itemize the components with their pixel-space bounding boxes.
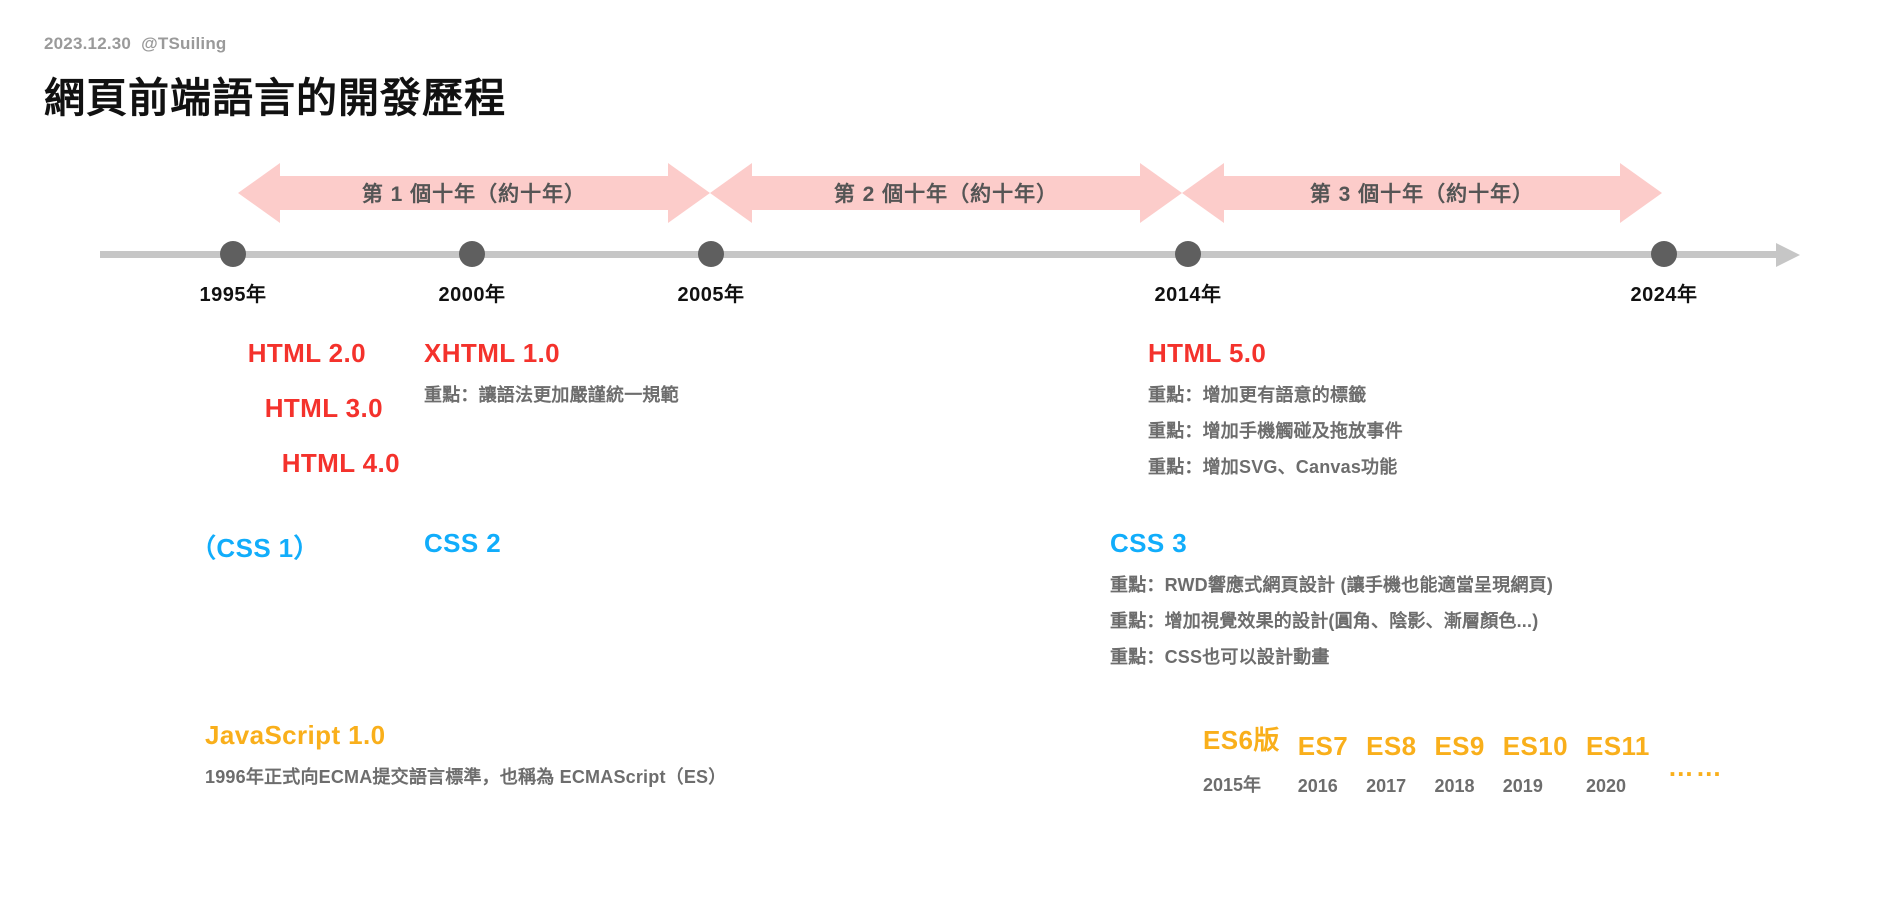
ecmascript-version-item: ES11 2020	[1586, 731, 1650, 797]
timeline-year-label: 2014年	[1154, 284, 1222, 306]
html5-note: 重點：增加SVG、Canvas功能	[1148, 457, 1398, 477]
xhtml-note: 重點：讓語法更加嚴謹統一規範	[424, 385, 679, 405]
javascript-title: JavaScript 1.0	[205, 720, 386, 750]
double-arrow-icon	[238, 163, 710, 223]
css3-note: 重點：CSS也可以設計動畫	[1110, 647, 1330, 667]
html-version-label: HTML 2.0	[247, 338, 366, 368]
page-title: 網頁前端語言的開發歷程	[44, 75, 506, 121]
ecmascript-version-year: 2017	[1366, 776, 1407, 796]
css1-group: （CSS 1）	[190, 528, 320, 565]
timeline-dot	[698, 241, 724, 267]
ecmascript-version-item: ES9 2018	[1434, 731, 1484, 797]
ecmascript-group: ES6版 2015年 ES7 2016 ES8 2017 ES9 2018 ES…	[1203, 720, 1742, 797]
byline-handle: @TSuiling	[141, 34, 227, 53]
header: 2023.12.30 @TSuiling 網頁前端語言的開發歷程	[44, 34, 506, 124]
timeline-dot	[1651, 241, 1677, 267]
timeline-dot	[1175, 241, 1201, 267]
decade-label-2: 第 2 個十年（約十年）	[833, 183, 1059, 206]
html-early-versions-group: HTML 2.0 HTML 3.0 HTML 4.0	[150, 338, 400, 503]
decade-arrow-1: 第 1 個十年（約十年）	[238, 163, 710, 223]
css3-note: 重點：RWD響應式網頁設計 (讓手機也能適當呈現網頁)	[1110, 575, 1554, 595]
ecmascript-version-item: ES7 2016	[1298, 731, 1348, 797]
css2-group: CSS 2	[424, 528, 501, 559]
ecmascript-version-year: 2015年	[1203, 775, 1262, 795]
ecmascript-version-name: ES9	[1434, 731, 1485, 761]
xhtml-title: XHTML 1.0	[424, 338, 561, 368]
timeline-dot	[220, 241, 246, 267]
javascript-note: 1996年正式向ECMA提交語言標準，也稱為 ECMAScript（ES）	[205, 767, 727, 787]
timeline-axis: 1995年 2000年 2005年 2014年 2024年	[0, 225, 1900, 315]
decade-band: 第 1 個十年（約十年） 第 2 個十年（約十年） 第 3 個十年（約十年）	[0, 163, 1900, 223]
ecmascript-version-year: 2016	[1297, 776, 1338, 796]
html5-group: HTML 5.0 重點：增加更有語意的標籤 重點：增加手機觸碰及拖放事件 重點：…	[1148, 338, 1403, 479]
css1-title: （CSS 1）	[190, 533, 320, 563]
css3-group: CSS 3 重點：RWD響應式網頁設計 (讓手機也能適當呈現網頁) 重點：增加視…	[1110, 528, 1553, 669]
ecmascript-version-item-more: ……	[1668, 752, 1724, 797]
html5-note: 重點：增加更有語意的標籤	[1148, 385, 1367, 405]
ecmascript-version-year: 2018	[1434, 776, 1475, 796]
css3-title: CSS 3	[1110, 528, 1188, 558]
decade-arrow-2: 第 2 個十年（約十年）	[710, 163, 1182, 223]
xhtml-group: XHTML 1.0 重點：讓語法更加嚴謹統一規範	[424, 338, 679, 407]
decade-label-1: 第 1 個十年（約十年）	[361, 183, 587, 206]
axis-arrowhead-icon	[1776, 243, 1800, 267]
ecmascript-version-item: ES8 2017	[1366, 731, 1416, 797]
double-arrow-icon	[710, 163, 1182, 223]
ecmascript-version-year: 2019	[1502, 776, 1543, 796]
timeline-year-label: 2000年	[438, 284, 506, 306]
ecmascript-version-item: ES6版 2015年	[1203, 720, 1280, 797]
ecmascript-more-indicator: ……	[1667, 752, 1724, 782]
css2-title: CSS 2	[424, 528, 502, 558]
timeline-year-label: 2005年	[677, 284, 745, 306]
timeline-year-label: 2024年	[1630, 284, 1698, 306]
decade-arrow-3: 第 3 個十年（約十年）	[1182, 163, 1662, 223]
ecmascript-version-name: ES8	[1366, 731, 1417, 761]
javascript-group: JavaScript 1.0 1996年正式向ECMA提交語言標準，也稱為 EC…	[205, 720, 726, 789]
ecmascript-version-list: ES6版 2015年 ES7 2016 ES8 2017 ES9 2018 ES…	[1203, 720, 1742, 797]
decade-label-3: 第 3 個十年（約十年）	[1309, 183, 1535, 206]
html5-note: 重點：增加手機觸碰及拖放事件	[1148, 421, 1403, 441]
ecmascript-version-name: ES6版	[1203, 725, 1280, 755]
timeline-year-label: 1995年	[199, 284, 267, 306]
html-version-label: HTML 3.0	[264, 393, 383, 423]
ecmascript-version-item: ES10 2019	[1503, 731, 1568, 797]
timeline-dot	[459, 241, 485, 267]
byline: 2023.12.30 @TSuiling	[44, 34, 506, 54]
html5-title: HTML 5.0	[1148, 338, 1267, 368]
double-arrow-icon	[1182, 163, 1662, 223]
css3-note: 重點：增加視覺效果的設計(圓角、陰影、漸層顏色...)	[1110, 611, 1539, 631]
ecmascript-version-name: ES11	[1586, 731, 1650, 761]
axis-line	[100, 251, 1780, 258]
ecmascript-version-name: ES7	[1297, 731, 1349, 761]
byline-date: 2023.12.30	[44, 34, 132, 53]
ecmascript-version-name: ES10	[1502, 731, 1568, 761]
html-version-label: HTML 4.0	[281, 448, 400, 478]
ecmascript-version-year: 2020	[1586, 776, 1627, 796]
